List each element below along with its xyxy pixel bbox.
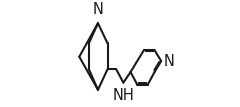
Text: NH: NH xyxy=(113,88,134,103)
Text: N: N xyxy=(93,2,103,17)
Text: N: N xyxy=(163,54,174,69)
